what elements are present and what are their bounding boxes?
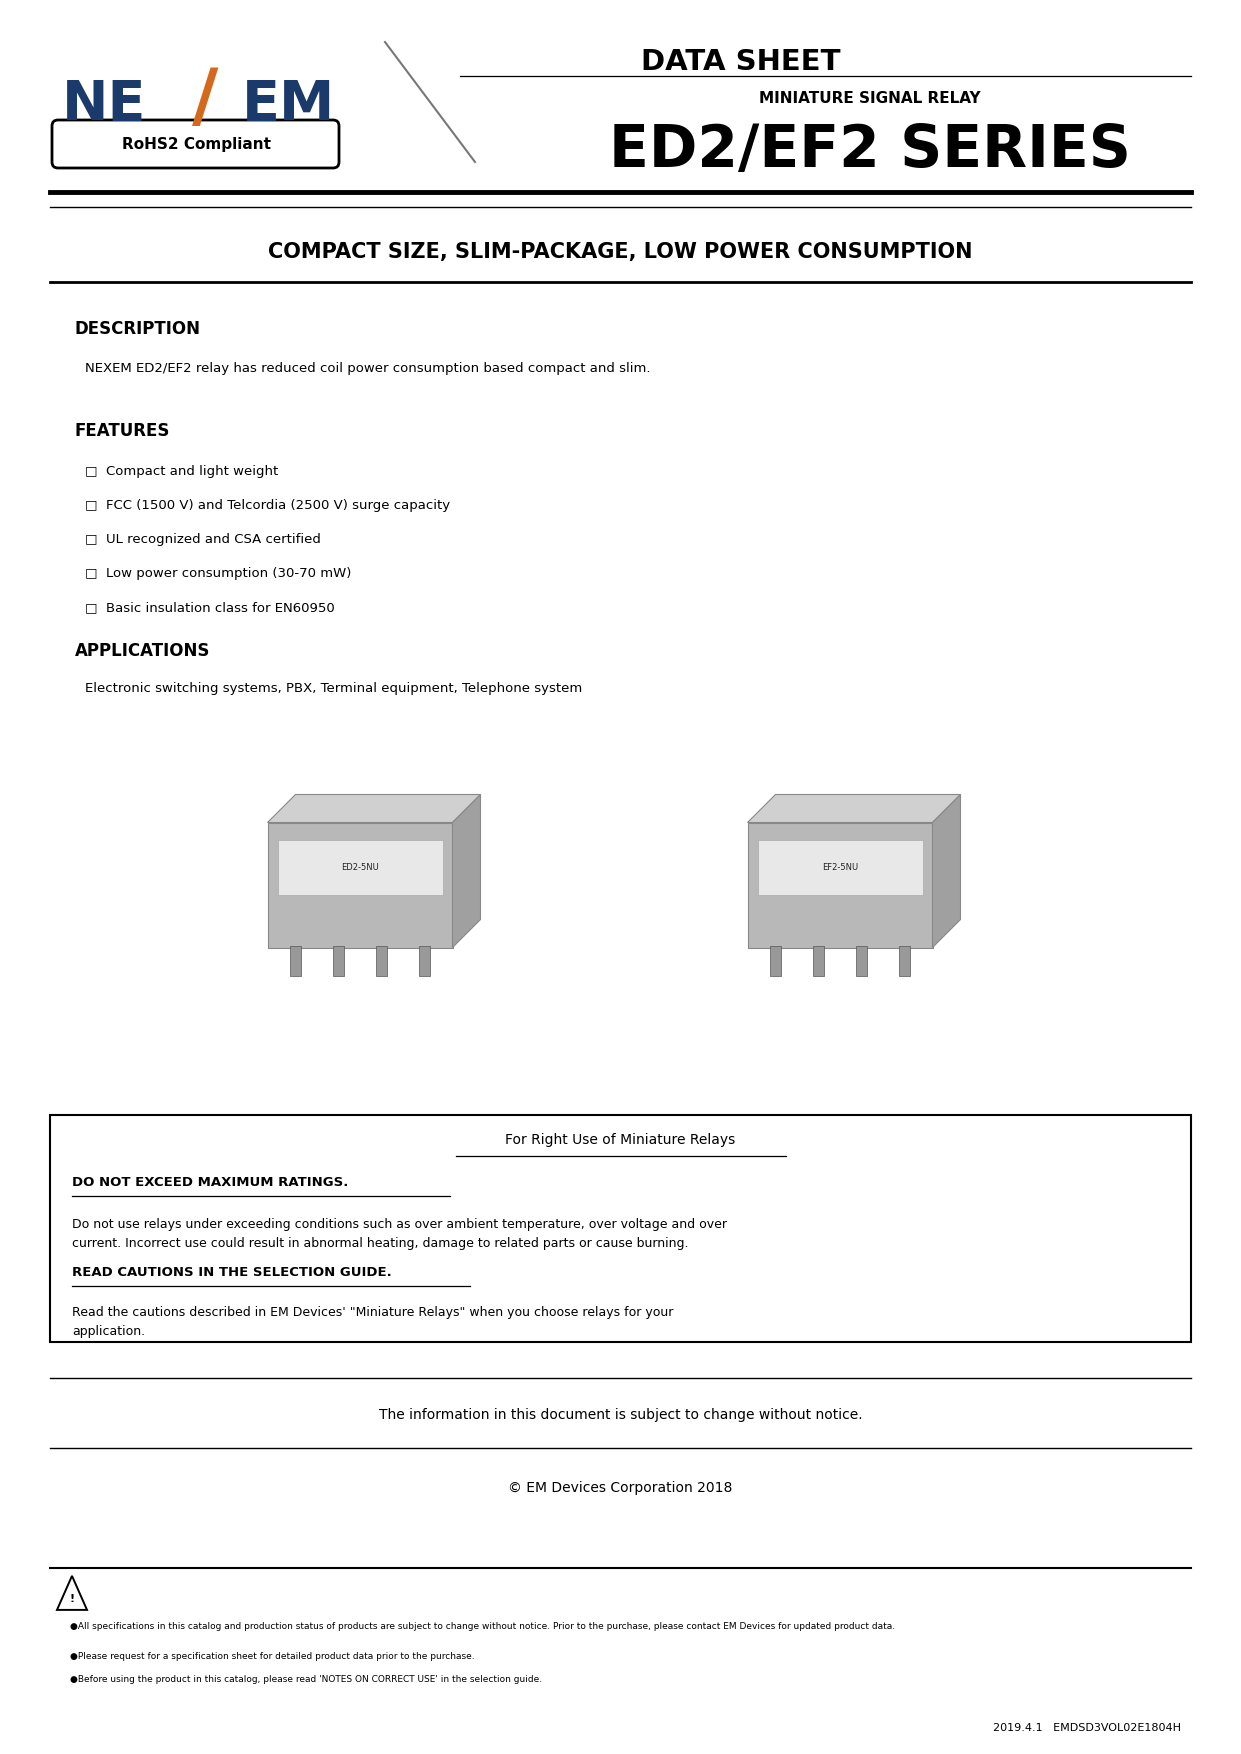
Text: □  Compact and light weight: □ Compact and light weight — [84, 465, 278, 479]
Text: Read the cautions described in EM Devices' "Miniature Relays" when you choose re: Read the cautions described in EM Device… — [72, 1307, 674, 1338]
Text: □  FCC (1500 V) and Telcordia (2500 V) surge capacity: □ FCC (1500 V) and Telcordia (2500 V) su… — [84, 498, 450, 512]
Bar — [757, 840, 922, 895]
Text: ●All specifications in this catalog and production status of products are subjec: ●All specifications in this catalog and … — [69, 1622, 895, 1631]
Text: RoHS2 Compliant: RoHS2 Compliant — [122, 137, 271, 151]
Text: □  UL recognized and CSA certified: □ UL recognized and CSA certified — [84, 533, 321, 545]
Text: /: / — [192, 65, 218, 135]
Text: ED2/EF2 SERIES: ED2/EF2 SERIES — [609, 121, 1131, 179]
Polygon shape — [57, 1575, 87, 1610]
Text: DO NOT EXCEED MAXIMUM RATINGS.: DO NOT EXCEED MAXIMUM RATINGS. — [72, 1175, 349, 1189]
Polygon shape — [268, 795, 480, 823]
Bar — [333, 945, 344, 975]
Text: EM: EM — [242, 77, 335, 132]
Bar — [268, 823, 453, 947]
Text: DESCRIPTION: DESCRIPTION — [74, 319, 201, 339]
Polygon shape — [453, 795, 480, 947]
Bar — [856, 945, 867, 975]
Text: □  Basic insulation class for EN60950: □ Basic insulation class for EN60950 — [84, 602, 335, 614]
Text: Do not use relays under exceeding conditions such as over ambient temperature, o: Do not use relays under exceeding condit… — [72, 1217, 727, 1249]
Text: FEATURES: FEATURES — [74, 423, 170, 440]
Bar — [898, 945, 910, 975]
Bar — [813, 945, 824, 975]
Bar — [278, 840, 443, 895]
FancyBboxPatch shape — [52, 119, 339, 168]
Text: MINIATURE SIGNAL RELAY: MINIATURE SIGNAL RELAY — [759, 91, 980, 105]
Text: Electronic switching systems, PBX, Terminal equipment, Telephone system: Electronic switching systems, PBX, Termi… — [84, 682, 582, 695]
Text: READ CAUTIONS IN THE SELECTION GUIDE.: READ CAUTIONS IN THE SELECTION GUIDE. — [72, 1265, 392, 1279]
Text: NE: NE — [62, 77, 146, 132]
Text: © EM Devices Corporation 2018: © EM Devices Corporation 2018 — [509, 1480, 732, 1494]
Text: APPLICATIONS: APPLICATIONS — [74, 642, 211, 660]
Text: The information in this document is subject to change without notice.: The information in this document is subj… — [379, 1408, 862, 1422]
Text: EF2-5NU: EF2-5NU — [822, 863, 858, 872]
Bar — [747, 823, 932, 947]
Bar — [290, 945, 302, 975]
Polygon shape — [932, 795, 961, 947]
Bar — [419, 945, 429, 975]
Text: ●Before using the product in this catalog, please read 'NOTES ON CORRECT USE' in: ●Before using the product in this catalo… — [69, 1675, 542, 1684]
Bar — [769, 945, 781, 975]
Text: ●Please request for a specification sheet for detailed product data prior to the: ●Please request for a specification shee… — [69, 1652, 474, 1661]
Text: NEXEM ED2/EF2 relay has reduced coil power consumption based compact and slim.: NEXEM ED2/EF2 relay has reduced coil pow… — [84, 361, 650, 375]
Text: 2019.4.1   EMDSD3VOL02E1804H: 2019.4.1 EMDSD3VOL02E1804H — [993, 1722, 1181, 1733]
Text: For Right Use of Miniature Relays: For Right Use of Miniature Relays — [505, 1133, 736, 1147]
Text: DATA SHEET: DATA SHEET — [640, 47, 840, 75]
Polygon shape — [747, 795, 961, 823]
Text: COMPACT SIZE, SLIM-PACKAGE, LOW POWER CONSUMPTION: COMPACT SIZE, SLIM-PACKAGE, LOW POWER CO… — [268, 242, 973, 261]
Text: ED2-5NU: ED2-5NU — [341, 863, 379, 872]
Text: □  Low power consumption (30-70 mW): □ Low power consumption (30-70 mW) — [84, 567, 351, 581]
Bar — [50, 1116, 1191, 1342]
Text: !: ! — [69, 1594, 74, 1603]
Bar — [376, 945, 387, 975]
